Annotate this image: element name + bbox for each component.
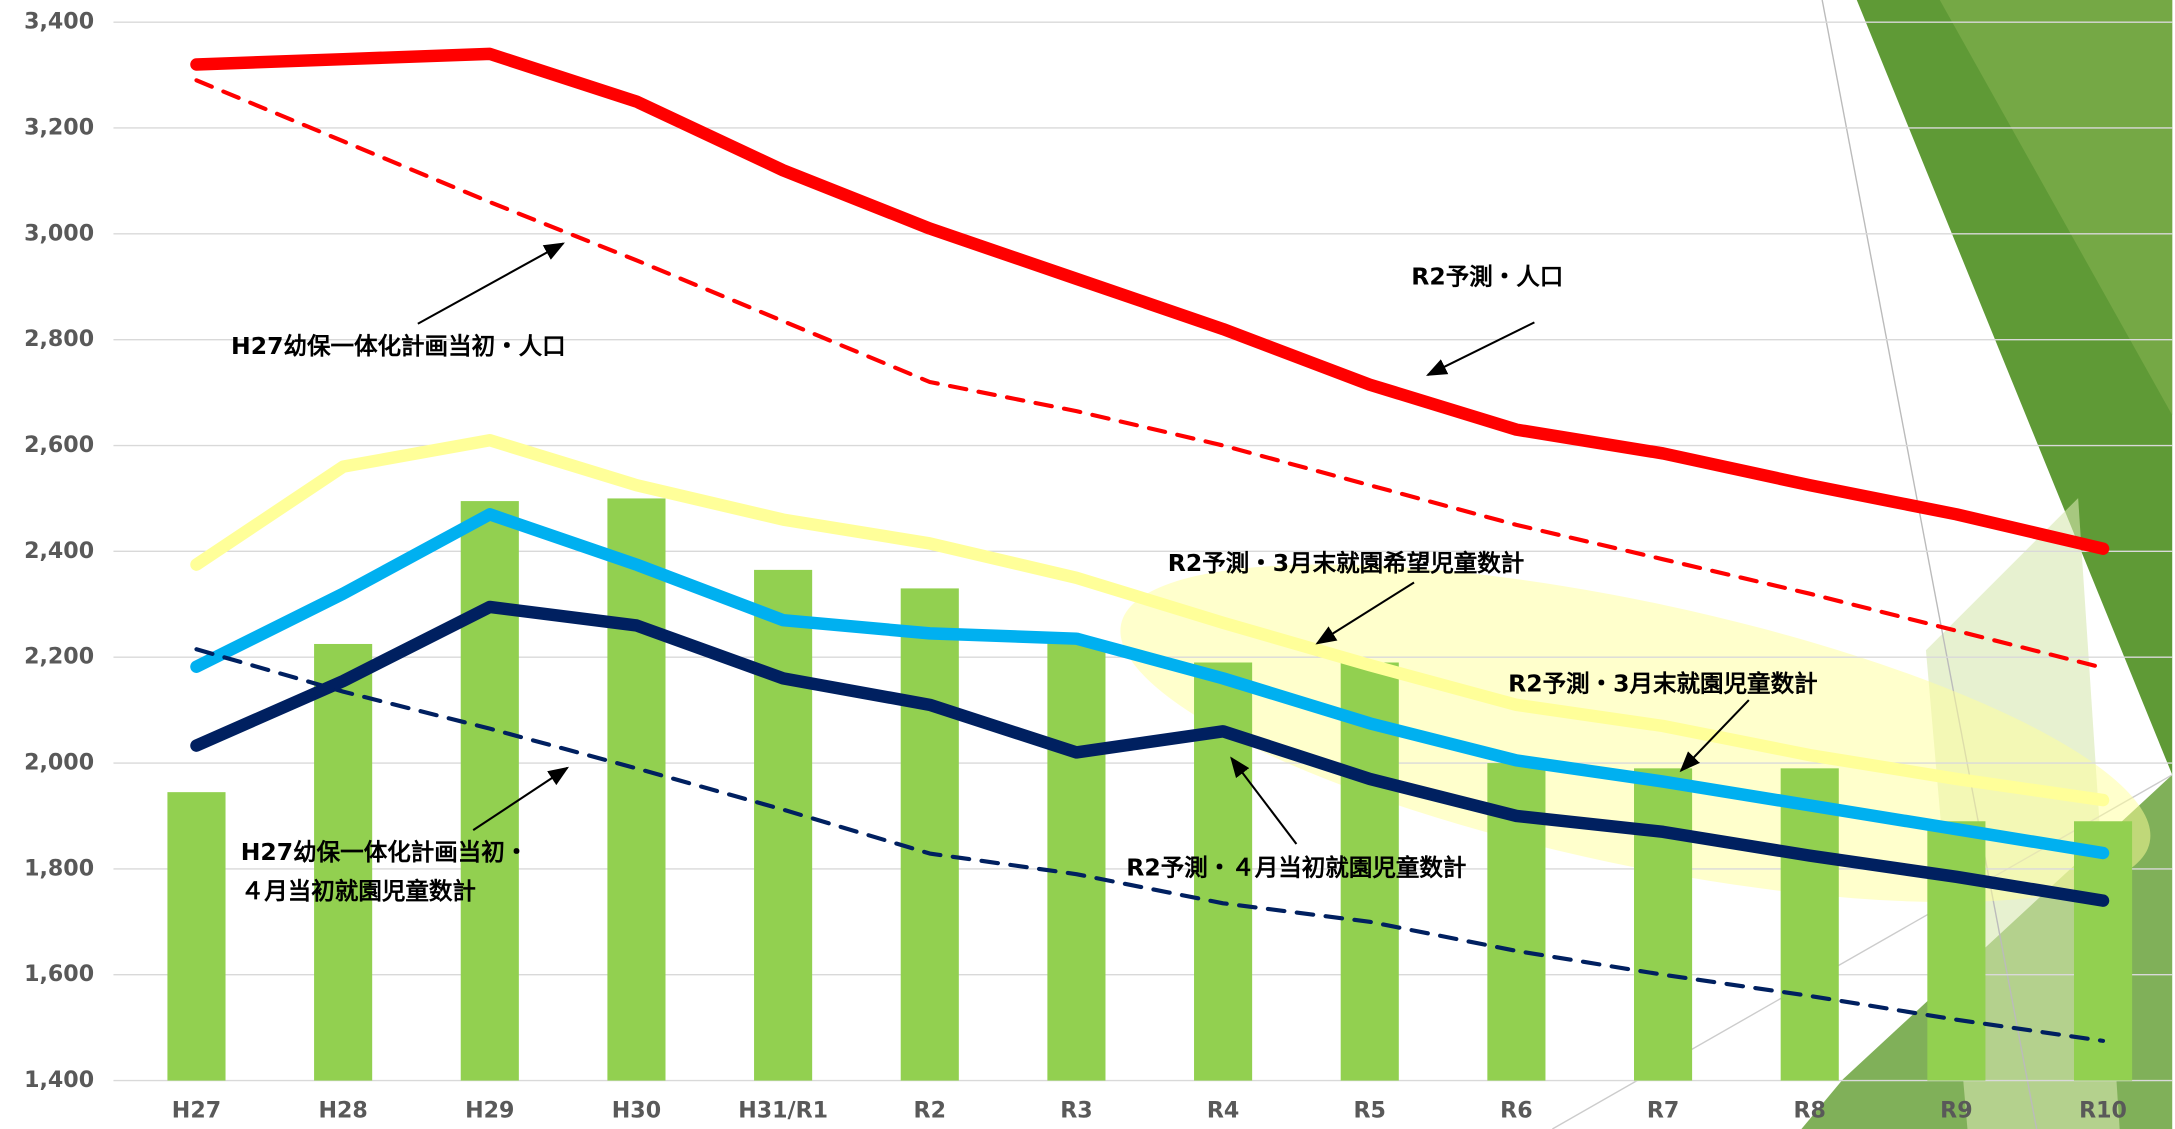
x-tick-label: R9 — [1940, 1098, 1972, 1124]
bar — [607, 498, 665, 1080]
bar — [901, 588, 959, 1080]
x-tick-label: R7 — [1647, 1098, 1679, 1124]
x-tick-label: R2 — [914, 1098, 946, 1124]
y-tick-label: 2,000 — [24, 750, 94, 776]
y-tick-label: 3,000 — [24, 220, 94, 246]
x-tick-label: H27 — [172, 1098, 221, 1124]
x-tick-label: R4 — [1207, 1098, 1239, 1124]
x-tick-label: R5 — [1354, 1098, 1386, 1124]
y-tick-label: 1,600 — [24, 961, 94, 987]
page: 1,400 1,600 1,800 2,000 2,200 2,400 2,600 2,800… — [0, 0, 2175, 1129]
bar — [1634, 768, 1692, 1080]
bar — [1927, 821, 1985, 1080]
y-tick-label: 1,400 — [24, 1067, 94, 1093]
y-tick-label: 2,800 — [24, 326, 94, 352]
x-tick-label: R10 — [2079, 1098, 2127, 1124]
x-tick-label: R8 — [1794, 1098, 1826, 1124]
x-tick-label: H31/R1 — [738, 1098, 828, 1124]
annotation: H27幼保一体化計画当初・人口 — [231, 332, 566, 360]
annotation: R2予測・人口 — [1411, 263, 1563, 291]
bars — [167, 498, 2132, 1080]
y-tick-label: 3,200 — [24, 114, 94, 140]
y-tick-label: 1,800 — [24, 855, 94, 881]
bar — [1047, 641, 1105, 1080]
annotation: R2予測・3月末就園希望児童数計 — [1168, 549, 1525, 577]
y-tick-label: 2,200 — [24, 644, 94, 670]
bar — [167, 792, 225, 1080]
annotation: R2予測・４月当初就園児童数計 — [1126, 853, 1466, 881]
x-tick-label: R3 — [1060, 1098, 1092, 1124]
bar — [461, 501, 519, 1080]
x-tick-label: H29 — [465, 1098, 514, 1124]
x-tick-label: H30 — [612, 1098, 661, 1124]
y-tick-label: 2,600 — [24, 432, 94, 458]
bar — [754, 570, 812, 1081]
y-tick-label: 3,400 — [24, 9, 94, 35]
y-tick-label: 2,400 — [24, 538, 94, 564]
x-tick-label: R6 — [1500, 1098, 1532, 1124]
annotation-arrow — [1428, 322, 1535, 375]
annotation: ４月当初就園児童数計 — [241, 877, 476, 905]
annotation-arrow — [418, 244, 563, 324]
x-tick-label: H28 — [318, 1098, 367, 1124]
annotation: H27幼保一体化計画当初・ — [241, 838, 529, 866]
annotation: R2予測・3月末就園児童数計 — [1508, 669, 1818, 697]
bar — [1781, 768, 1839, 1080]
chart: 1,400 1,600 1,800 2,000 2,200 2,400 2,600 2,800… — [0, 0, 2175, 1129]
